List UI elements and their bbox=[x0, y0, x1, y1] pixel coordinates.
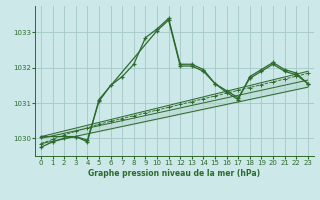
X-axis label: Graphe pression niveau de la mer (hPa): Graphe pression niveau de la mer (hPa) bbox=[88, 169, 260, 178]
